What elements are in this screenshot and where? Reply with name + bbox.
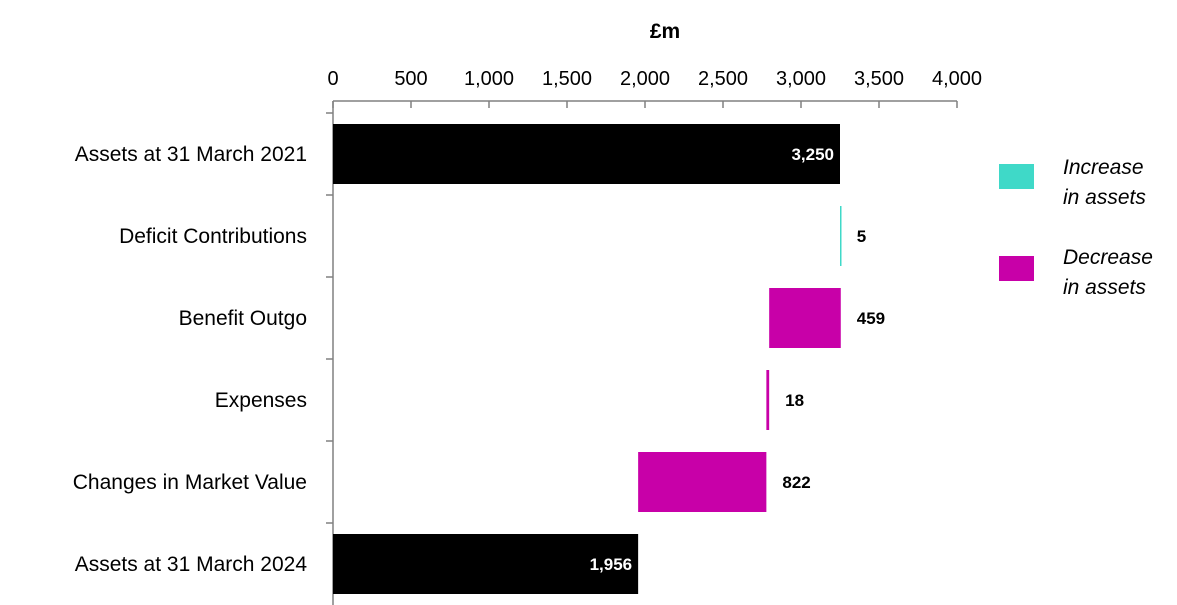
- category-label: Assets at 31 March 2021: [75, 143, 307, 166]
- x-tick-label: 3,500: [854, 68, 904, 90]
- x-tick-label: 0: [327, 68, 338, 90]
- data-label: 822: [782, 473, 810, 492]
- legend-label: in assets: [1063, 186, 1146, 209]
- x-tick-label: 1,500: [542, 68, 592, 90]
- data-label: 459: [857, 309, 885, 328]
- data-label: 18: [785, 391, 804, 410]
- x-axis-unit-label: £m: [650, 20, 680, 43]
- x-tick-label: 2,500: [698, 68, 748, 90]
- bar-total: [333, 124, 840, 184]
- data-label: 1,956: [590, 555, 633, 574]
- data-label: 5: [857, 227, 866, 246]
- legend-label: Decrease: [1063, 246, 1153, 269]
- x-tick-label: 3,000: [776, 68, 826, 90]
- bars: 3,250 5 459 18 822 1,956: [333, 124, 885, 594]
- bar-decrease: [766, 370, 770, 430]
- legend-swatch-decrease: [999, 256, 1034, 281]
- bar-decrease: [638, 452, 767, 512]
- legend: Increase in assets Decrease in assets: [999, 156, 1153, 299]
- x-tick-label: 500: [394, 68, 427, 90]
- legend-swatch-increase: [999, 164, 1034, 189]
- x-tick-label: 4,000: [932, 68, 982, 90]
- data-label: 3,250: [791, 145, 834, 164]
- category-label: Assets at 31 March 2024: [75, 553, 308, 576]
- category-label: Changes in Market Value: [73, 471, 307, 494]
- x-tick-label: 1,000: [464, 68, 514, 90]
- bar-increase: [840, 206, 842, 266]
- bar-total: [333, 534, 639, 594]
- bar-decrease: [769, 288, 841, 348]
- axes: 0 500 1,000 1,500 2,000 2,500 3,000 3,500 4,000 A…: [73, 68, 982, 605]
- legend-label: Increase: [1063, 156, 1144, 179]
- category-label: Expenses: [215, 389, 307, 412]
- category-label: Deficit Contributions: [119, 225, 307, 248]
- x-tick-label: 2,000: [620, 68, 670, 90]
- category-label: Benefit Outgo: [179, 307, 307, 330]
- legend-label: in assets: [1063, 276, 1146, 299]
